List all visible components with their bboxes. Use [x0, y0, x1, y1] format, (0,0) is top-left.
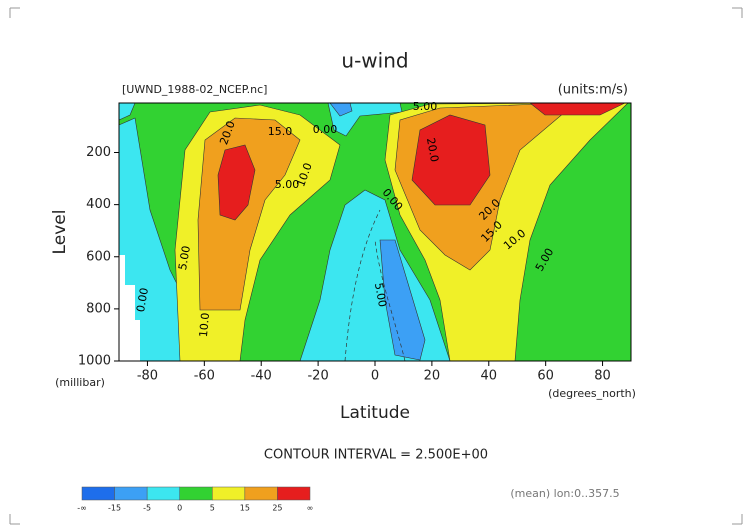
contour-label: 0.00 — [313, 123, 338, 136]
x-tick-label: -60 — [194, 369, 215, 384]
y-tick-label: 400 — [86, 197, 111, 212]
x-tick-label: 60 — [537, 369, 554, 384]
y-tick-label: 200 — [86, 145, 111, 160]
x-tick-label: 80 — [594, 369, 611, 384]
y-unit: (millibar) — [55, 376, 105, 389]
colorbar-label: -15 — [108, 504, 121, 513]
y-tick-label: 800 — [86, 301, 111, 316]
contour-label: 0.00 — [134, 287, 151, 313]
colorbar-box — [212, 486, 246, 501]
contour-label: 5.00 — [176, 245, 193, 271]
contour-label: 15.0 — [268, 125, 293, 138]
x-tick-label: 40 — [481, 369, 498, 384]
colorbar-label: -5 — [143, 504, 151, 513]
colorbar-box — [179, 486, 213, 501]
contour-line — [344, 209, 406, 362]
contour-label: 10.0 — [197, 312, 212, 338]
corner-marks — [9, 7, 743, 525]
note: (mean) lon:0..357.5 — [510, 487, 619, 500]
y-axis-title: Level — [50, 210, 70, 255]
colorbar-label: 25 — [272, 504, 282, 513]
contour-fill — [411, 114, 491, 206]
colorbar-box — [277, 486, 311, 501]
y-tick-label: 600 — [86, 249, 111, 264]
contour-fill — [379, 239, 426, 361]
x-tick-label: 20 — [424, 369, 441, 384]
contour-fill — [217, 144, 256, 221]
x-unit: (degrees_north) — [548, 387, 636, 400]
colorbar-label: 0 — [177, 504, 182, 513]
y-tick-label: 1000 — [78, 354, 111, 369]
missing-data — [119, 255, 140, 361]
contour-label: 20.0 — [424, 137, 441, 163]
contour-label: 5.00 — [413, 100, 438, 113]
contour-label: 5.00 — [372, 282, 389, 308]
colorbar-label: ∞ — [307, 504, 314, 513]
colorbar-label: 5 — [210, 504, 215, 513]
contour-label: 5.00 — [275, 178, 300, 191]
colorbar-box — [81, 486, 115, 501]
colorbar-box — [114, 486, 148, 501]
colorbar-box — [244, 486, 278, 501]
colorbar-label: -∞ — [77, 504, 87, 513]
x-tick-label: -40 — [251, 369, 272, 384]
x-tick-label: -20 — [307, 369, 328, 384]
subtitle: [UWND_1988-02_NCEP.nc] — [122, 83, 267, 96]
x-axis-title: Latitude — [340, 403, 410, 423]
chart-title: u-wind — [341, 49, 408, 73]
x-tick-label: -80 — [137, 369, 158, 384]
units: (units:m/s) — [558, 83, 628, 98]
colorbar-box — [146, 486, 180, 501]
contour-interval: CONTOUR INTERVAL = 2.500E+00 — [264, 448, 488, 463]
x-tick-label: 0 — [371, 369, 379, 384]
colorbar-label: 15 — [240, 504, 250, 513]
